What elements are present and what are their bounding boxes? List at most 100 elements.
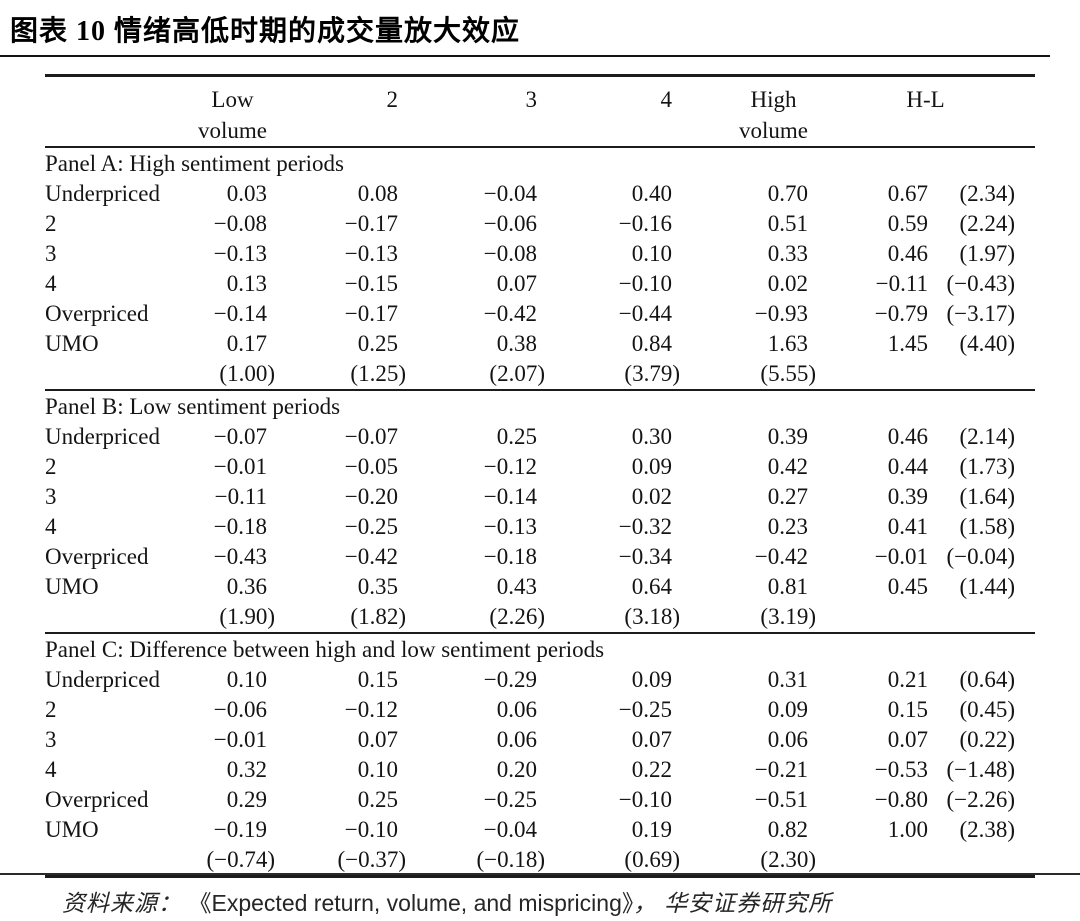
cell-value: 0.42	[767, 454, 808, 479]
cell-value: 0.03	[226, 181, 267, 206]
cell-value: 0.07	[496, 271, 537, 296]
row-label: Underpriced	[45, 667, 160, 692]
cell-value: 0.84	[631, 331, 672, 356]
cell-hl-value	[816, 359, 936, 390]
cell-value: 1.63	[767, 331, 808, 356]
panel-label-row: Panel C: Difference between high and low…	[45, 633, 1035, 665]
cell-hl-tstat: (0.45)	[959, 697, 1016, 722]
table-row: 4 −0.18 −0.25 −0.13 −0.32 0.23 0.41 (1.58)	[45, 512, 1035, 542]
cell-value: −0.12	[483, 454, 537, 479]
cell-value: 0.35	[357, 574, 398, 599]
cell-value: −0.14	[483, 484, 537, 509]
cell-value: −0.20	[344, 484, 398, 509]
cell-hl-value: 1.00	[887, 817, 928, 842]
cell-value: 0.25	[357, 331, 398, 356]
cell-hl-value: −0.01	[874, 544, 928, 569]
cell-value: 0.06	[496, 697, 537, 722]
cell-hl-tstat	[936, 602, 1035, 633]
table-row: 3 −0.11 −0.20 −0.14 0.02 0.27 0.39 (1.64)	[45, 482, 1035, 512]
cell-tstat: (−0.37)	[337, 847, 406, 872]
row-label	[45, 359, 190, 390]
cell-tstat: (1.00)	[219, 361, 275, 386]
cell-value: 0.82	[767, 817, 808, 842]
row-label: 3	[45, 727, 57, 752]
cell-hl-value: 0.67	[887, 181, 928, 206]
cell-hl-value: 0.41	[887, 514, 928, 539]
row-label: 3	[45, 484, 57, 509]
cell-hl-value: 0.45	[887, 574, 928, 599]
row-label: UMO	[45, 331, 99, 356]
column-header-text: 3	[525, 87, 538, 112]
cell-hl-tstat: (−3.17)	[946, 301, 1016, 326]
cell-hl-value: 0.46	[887, 424, 928, 449]
panel: Panel C: Difference between high and low…	[45, 633, 1036, 877]
cell-value: −0.42	[344, 544, 398, 569]
cell-value: 0.27	[767, 484, 808, 509]
cell-value: −0.05	[344, 454, 398, 479]
cell-value: −0.32	[618, 514, 672, 539]
column-header-text: H-L	[906, 87, 945, 112]
cell-value: −0.18	[213, 514, 267, 539]
cell-hl-value	[816, 602, 936, 633]
row-label: Underpriced	[45, 181, 160, 206]
cell-value: −0.44	[618, 301, 672, 326]
source-suffix: ， 华安证券研究所	[633, 891, 833, 916]
table-row: Overpriced −0.14 −0.17 −0.42 −0.44 −0.93 −0.79…	[45, 299, 1035, 329]
cell-value: −0.13	[344, 241, 398, 266]
cell-value: 0.10	[226, 667, 267, 692]
cell-tstat: (−0.18)	[476, 847, 545, 872]
cell-hl-tstat: (2.14)	[959, 424, 1016, 449]
row-label	[45, 602, 190, 633]
table-row: Underpriced 0.10 0.15 −0.29 0.09 0.31 0.21 (0.6…	[45, 665, 1035, 695]
cell-value: 0.02	[767, 271, 808, 296]
cell-value: 0.64	[631, 574, 672, 599]
cell-hl-value: −0.53	[874, 757, 928, 782]
cell-hl-value: 0.46	[887, 241, 928, 266]
cell-tstat: (2.30)	[760, 847, 816, 872]
cell-hl-value: 0.07	[887, 727, 928, 752]
column-header: 4	[545, 76, 680, 148]
cell-tstat: (5.55)	[760, 361, 816, 386]
cell-value: 0.19	[631, 817, 672, 842]
column-header	[45, 76, 190, 148]
cell-value: 0.25	[496, 424, 537, 449]
cell-hl-tstat: (2.38)	[959, 817, 1016, 842]
row-label: UMO	[45, 817, 99, 842]
cell-tstat: (1.90)	[219, 604, 275, 629]
title-divider	[0, 55, 1050, 57]
cell-value: −0.21	[754, 757, 808, 782]
cell-value: −0.04	[483, 817, 537, 842]
cell-value: 0.09	[631, 667, 672, 692]
cell-value: −0.01	[213, 727, 267, 752]
cell-tstat: (3.79)	[624, 361, 680, 386]
row-label: 2	[45, 211, 57, 236]
header-row: Low volume 2 3 4 High volume H-L	[45, 76, 1035, 148]
cell-value: 0.51	[767, 211, 808, 236]
cell-tstat: (3.19)	[760, 604, 816, 629]
cell-hl-tstat: (1.58)	[959, 514, 1016, 539]
cell-hl-tstat: (4.40)	[959, 331, 1016, 356]
panel: Panel B: Low sentiment periods Underprice…	[45, 390, 1036, 633]
cell-value: 0.15	[357, 667, 398, 692]
tstat-row: (1.90) (1.82) (2.26) (3.18) (3.19)	[45, 602, 1035, 633]
cell-value: −0.16	[618, 211, 672, 236]
column-header: 3	[406, 76, 545, 148]
cell-value: 0.23	[767, 514, 808, 539]
cell-value: −0.13	[483, 514, 537, 539]
cell-value: 0.31	[767, 667, 808, 692]
cell-value: 0.17	[226, 331, 267, 356]
panel-label: Panel B: Low sentiment periods	[45, 394, 341, 419]
table-row: Overpriced −0.43 −0.42 −0.18 −0.34 −0.42 −0.01…	[45, 542, 1035, 572]
cell-value: 0.09	[631, 454, 672, 479]
cell-value: 0.43	[496, 574, 537, 599]
cell-value: −0.01	[213, 454, 267, 479]
cell-value: 0.06	[767, 727, 808, 752]
row-label: 2	[45, 697, 57, 722]
panel-label-row: Panel A: High sentiment periods	[45, 147, 1035, 179]
cell-value: −0.14	[213, 301, 267, 326]
row-label: 4	[45, 757, 57, 782]
cell-hl-value: −0.79	[874, 301, 928, 326]
table-row: UMO 0.17 0.25 0.38 0.84 1.63 1.45 (4.40)	[45, 329, 1035, 359]
table-row: 4 0.13 −0.15 0.07 −0.10 0.02 −0.11 (−0.43)	[45, 269, 1035, 299]
cell-value: 0.36	[226, 574, 267, 599]
